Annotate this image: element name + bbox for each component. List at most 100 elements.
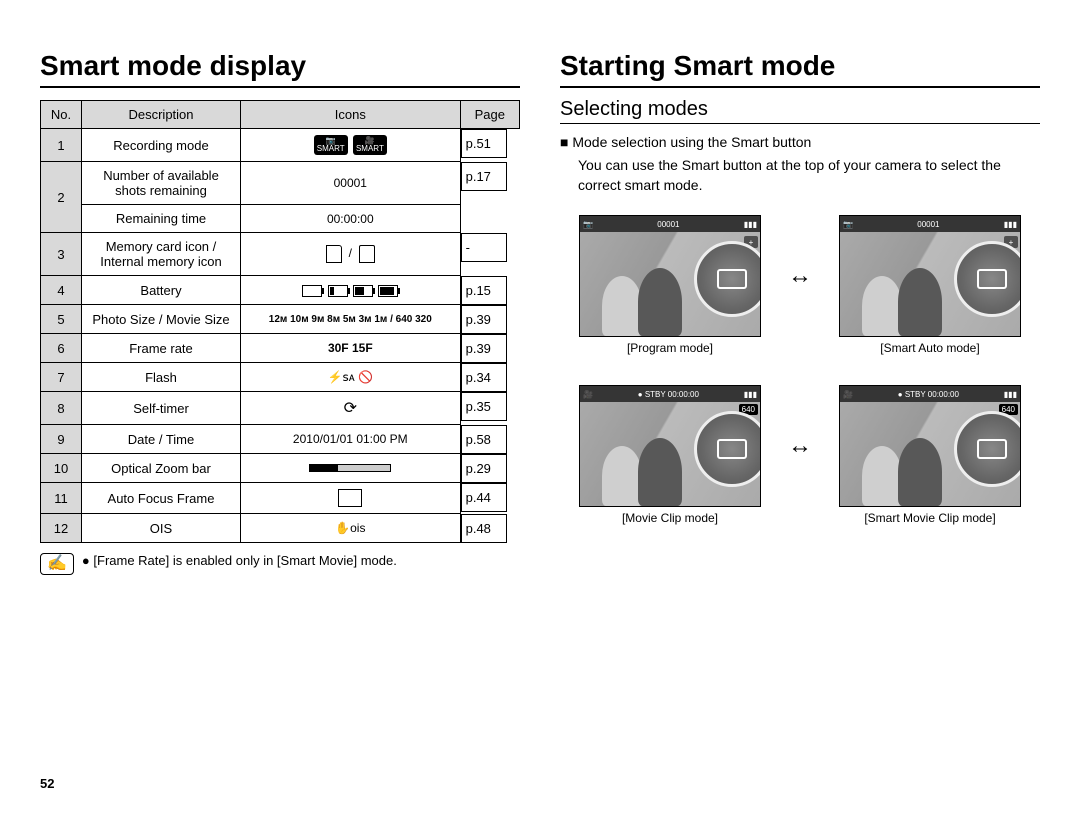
row-icons: 12м 10м 9м 8м 5м 3м 1м / 640 320 bbox=[241, 305, 461, 334]
table-row: 12 OIS ✋ois p.48 bbox=[41, 514, 520, 543]
mode-program: 📷00001▮▮▮ +⚡ [Program mode] bbox=[560, 215, 780, 355]
table-row: 9 Date / Time 2010/01/01 01:00 PM p.58 bbox=[41, 425, 520, 454]
row-desc: Optical Zoom bar bbox=[82, 454, 241, 483]
row-page: p.44 bbox=[461, 483, 507, 512]
row-no: 9 bbox=[41, 425, 82, 454]
row-icons: 2010/01/01 01:00 PM bbox=[241, 425, 461, 454]
row-desc: Photo Size / Movie Size bbox=[82, 305, 241, 334]
row-icons: ✋ois bbox=[241, 514, 461, 543]
topbar-stby: ● STBY 00:00:00 bbox=[638, 390, 699, 399]
row-desc: Battery bbox=[82, 276, 241, 305]
camera-smart-icon: 📷SMART bbox=[314, 135, 348, 155]
smart-button-overlay bbox=[694, 241, 761, 317]
row-icons: 30F 15F bbox=[241, 334, 461, 363]
bullet-title-text: Mode selection using the Smart button bbox=[572, 134, 811, 150]
topbar-shots: 00001 bbox=[657, 220, 679, 229]
row-page: p.39 bbox=[461, 334, 507, 363]
smart-mode-display-table: No. Description Icons Page 1 Recording m… bbox=[40, 100, 520, 543]
table-row: Remaining time 00:00:00 bbox=[41, 205, 520, 233]
row-page: p.51 bbox=[461, 129, 507, 158]
right-subtitle: Selecting modes bbox=[560, 98, 1040, 124]
row-no: 11 bbox=[41, 483, 82, 514]
col-page: Page bbox=[460, 101, 519, 129]
mode-label: [Movie Clip mode] bbox=[560, 511, 780, 525]
row-no: 3 bbox=[41, 233, 82, 276]
battery-icons bbox=[241, 276, 461, 305]
row-page: p.35 bbox=[461, 392, 507, 421]
topbar-stby: ● STBY 00:00:00 bbox=[898, 390, 959, 399]
row-icons: ⟳ bbox=[241, 392, 461, 425]
focus-frame-icon bbox=[338, 489, 362, 507]
mode-label: [Smart Movie Clip mode] bbox=[820, 511, 1040, 525]
row-page: p.15 bbox=[461, 276, 507, 305]
col-desc: Description bbox=[82, 101, 241, 129]
screen-smart-movie: 🎥● STBY 00:00:00▮▮▮ 640 bbox=[839, 385, 1021, 507]
battery-low-icon bbox=[328, 285, 348, 297]
screen-program: 📷00001▮▮▮ +⚡ bbox=[579, 215, 761, 337]
battery-empty-icon bbox=[302, 285, 322, 297]
video-smart-icon: 🎥SMART bbox=[353, 135, 387, 155]
note-content: [Frame Rate] is enabled only in [Smart M… bbox=[93, 553, 396, 568]
row-no: 6 bbox=[41, 334, 82, 363]
row-no: 10 bbox=[41, 454, 82, 483]
arrow-icon: ↔ bbox=[780, 215, 820, 355]
note-row: ✍ ● [Frame Rate] is enabled only in [Sma… bbox=[40, 553, 520, 575]
row-no: 12 bbox=[41, 514, 82, 543]
right-title: Starting Smart mode bbox=[560, 50, 1040, 88]
mode-label: [Smart Auto mode] bbox=[820, 341, 1040, 355]
note-text: ● [Frame Rate] is enabled only in [Smart… bbox=[82, 553, 397, 568]
arrow-icon: ↔ bbox=[780, 385, 820, 525]
zoom-bar-icon bbox=[241, 454, 461, 483]
row-desc: Date / Time bbox=[82, 425, 241, 454]
focus-frame-cell bbox=[241, 483, 461, 514]
row-icons: 00001 bbox=[241, 162, 461, 205]
row-no: 2 bbox=[41, 162, 82, 233]
mode-movie-clip: 🎥● STBY 00:00:00▮▮▮ 640 [Movie Clip mode… bbox=[560, 385, 780, 525]
row-no: 1 bbox=[41, 129, 82, 162]
smart-button-overlay bbox=[954, 411, 1021, 487]
row-icons: 00:00:00 bbox=[241, 205, 461, 233]
row-desc: Recording mode bbox=[82, 129, 241, 162]
row-no: 7 bbox=[41, 363, 82, 392]
memory-card-icons: / bbox=[241, 233, 461, 276]
table-row: 3 Memory card icon / Internal memory ico… bbox=[41, 233, 520, 276]
table-row: 6 Frame rate 30F 15F p.39 bbox=[41, 334, 520, 363]
col-no: No. bbox=[41, 101, 82, 129]
internal-memory-icon bbox=[359, 245, 375, 263]
screen-movie: 🎥● STBY 00:00:00▮▮▮ 640 bbox=[579, 385, 761, 507]
table-row: 4 Battery p.15 bbox=[41, 276, 520, 305]
row-desc: Memory card icon / Internal memory icon bbox=[82, 233, 241, 276]
col-icons: Icons bbox=[241, 101, 461, 129]
recording-mode-icons: 📷SMART 🎥SMART bbox=[241, 129, 461, 162]
topbar-shots: 00001 bbox=[917, 220, 939, 229]
row-no: 4 bbox=[41, 276, 82, 305]
row-page: p.29 bbox=[461, 454, 507, 483]
mode-label: [Program mode] bbox=[560, 341, 780, 355]
table-row: 11 Auto Focus Frame p.44 bbox=[41, 483, 520, 514]
row-desc: Remaining time bbox=[82, 205, 241, 233]
row-page: p.48 bbox=[461, 514, 507, 543]
body-text: You can use the Smart button at the top … bbox=[578, 156, 1040, 195]
row-page: - bbox=[461, 233, 507, 262]
note-icon: ✍ bbox=[40, 553, 74, 575]
row-page: p.17 bbox=[461, 162, 507, 191]
table-row: 2 Number of available shots remaining 00… bbox=[41, 162, 520, 205]
row-icons: ⚡ꜱᴀ 🚫 bbox=[241, 363, 461, 392]
smart-button-overlay bbox=[694, 411, 761, 487]
mode-smart-movie-clip: 🎥● STBY 00:00:00▮▮▮ 640 [Smart Movie Cli… bbox=[820, 385, 1040, 525]
zoom-bar bbox=[309, 464, 391, 472]
row-page: p.39 bbox=[461, 305, 507, 334]
row-desc: Auto Focus Frame bbox=[82, 483, 241, 514]
table-row: 1 Recording mode 📷SMART 🎥SMART p.51 bbox=[41, 129, 520, 162]
smart-button-overlay bbox=[954, 241, 1021, 317]
row-desc: Self-timer bbox=[82, 392, 241, 425]
row-page: p.34 bbox=[461, 363, 507, 392]
table-row: 10 Optical Zoom bar p.29 bbox=[41, 454, 520, 483]
row-desc: Flash bbox=[82, 363, 241, 392]
table-row: 5 Photo Size / Movie Size 12м 10м 9м 8м … bbox=[41, 305, 520, 334]
battery-full-icon bbox=[378, 285, 398, 297]
page-number: 52 bbox=[40, 776, 54, 791]
row-desc: Number of available shots remaining bbox=[82, 162, 241, 205]
bullet-title: ■ Mode selection using the Smart button bbox=[560, 134, 1040, 150]
mode-smart-auto: 📷00001▮▮▮ +⚡ [Smart Auto mode] bbox=[820, 215, 1040, 355]
